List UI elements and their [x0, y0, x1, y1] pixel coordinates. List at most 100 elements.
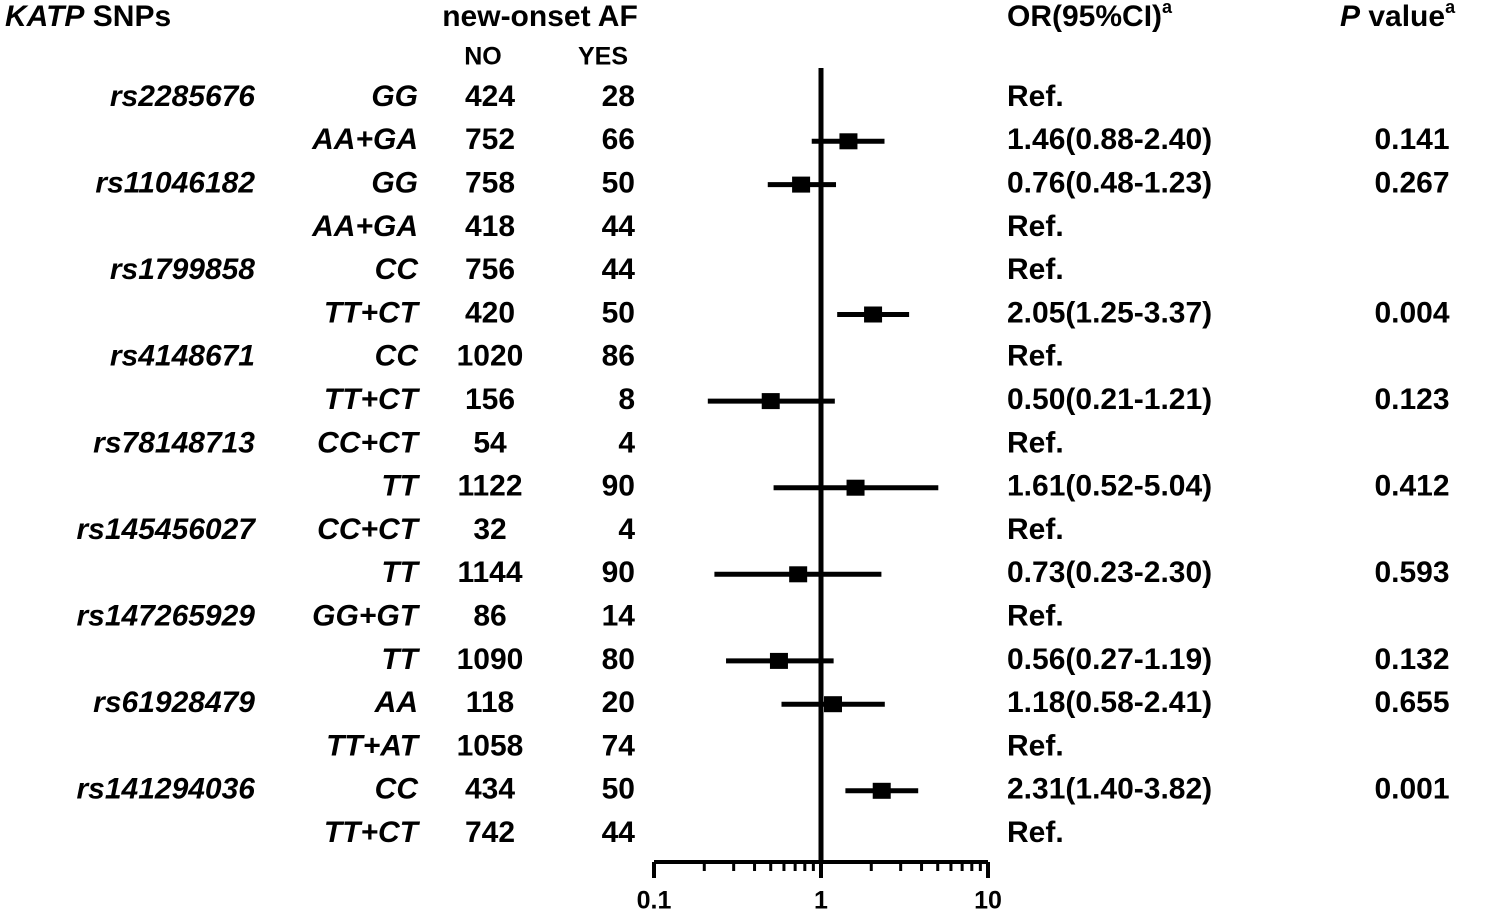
genotype-label: AA	[374, 686, 418, 719]
no-count: 756	[465, 253, 515, 286]
yes-count: 4	[618, 513, 635, 546]
header: KATP SNPs	[5, 0, 171, 33]
genotype-label: CC	[375, 773, 420, 806]
yes-count: 80	[602, 643, 635, 676]
no-count: 758	[465, 167, 515, 200]
genotype-label: TT+CT	[324, 383, 421, 416]
genotype-label: CC+CT	[317, 513, 421, 546]
or-label: Ref.	[1007, 513, 1064, 546]
yes-count: 44	[602, 816, 636, 849]
header: NO	[464, 43, 502, 71]
no-count: 1144	[457, 556, 522, 589]
or-label: Ref.	[1007, 426, 1064, 459]
or-marker	[864, 306, 883, 323]
p-value: 0.141	[1374, 123, 1449, 156]
header: OR(95%CI)a	[1007, 0, 1173, 33]
yes-count: 90	[602, 556, 635, 589]
p-value: 0.593	[1374, 556, 1449, 589]
or-marker	[792, 176, 811, 193]
no-count: 86	[473, 600, 506, 633]
snp-label: rs2285676	[110, 80, 255, 113]
genotype-label: AA+GA	[311, 210, 418, 243]
genotype-label: TT	[381, 556, 420, 589]
no-count: 424	[465, 80, 515, 113]
or-marker	[789, 566, 808, 583]
or-label: 0.56(0.27-1.19)	[1007, 643, 1212, 676]
yes-count: 66	[602, 123, 635, 156]
genotype-label: TT	[381, 643, 420, 676]
or-label: Ref.	[1007, 340, 1064, 373]
yes-count: 14	[602, 600, 636, 633]
no-count: 1020	[457, 340, 524, 373]
no-count: 418	[465, 210, 515, 243]
snp-label: rs1799858	[110, 253, 255, 286]
no-count: 156	[465, 383, 515, 416]
genotype-label: AA+GA	[311, 123, 418, 156]
no-count: 54	[473, 426, 507, 459]
no-count: 32	[473, 513, 506, 546]
no-count: 434	[465, 773, 515, 806]
genotype-label: CC+CT	[317, 426, 421, 459]
snp-label: rs141294036	[76, 773, 255, 806]
genotype-label: CC	[375, 340, 420, 373]
no-count: 420	[465, 296, 515, 329]
or-label: 0.73(0.23-2.30)	[1007, 556, 1212, 589]
p-value: 0.412	[1374, 470, 1449, 503]
or-marker	[761, 393, 780, 410]
p-value: 0.267	[1374, 167, 1449, 200]
yes-count: 20	[602, 686, 635, 719]
or-marker	[824, 696, 843, 713]
genotype-label: TT+CT	[324, 296, 421, 329]
no-count: 752	[465, 123, 515, 156]
snp-label: rs61928479	[93, 686, 255, 719]
p-value: 0.132	[1374, 643, 1449, 676]
header: P valuea	[1340, 0, 1456, 33]
genotype-label: GG+GT	[312, 600, 421, 633]
yes-count: 50	[602, 167, 635, 200]
no-count: 1090	[457, 643, 524, 676]
or-label: 2.05(1.25-3.37)	[1007, 296, 1212, 329]
yes-count: 44	[602, 253, 636, 286]
x-tick-label: 1	[814, 887, 828, 915]
or-marker	[769, 652, 788, 669]
or-label: 0.50(0.21-1.21)	[1007, 383, 1212, 416]
p-value: 0.001	[1374, 773, 1449, 806]
yes-count: 28	[602, 80, 635, 113]
or-label: 1.61(0.52-5.04)	[1007, 470, 1212, 503]
yes-count: 44	[602, 210, 636, 243]
no-count: 742	[465, 816, 515, 849]
or-label: 0.76(0.48-1.23)	[1007, 167, 1212, 200]
snp-label: rs78148713	[93, 426, 255, 459]
p-value: 0.004	[1374, 296, 1449, 329]
genotype-label: CC	[375, 253, 420, 286]
snp-label: rs4148671	[110, 340, 255, 373]
yes-count: 4	[618, 426, 635, 459]
or-label: Ref.	[1007, 253, 1064, 286]
genotype-label: GG	[371, 167, 418, 200]
no-count: 1058	[457, 729, 524, 762]
yes-count: 50	[602, 296, 635, 329]
yes-count: 50	[602, 773, 635, 806]
or-label: Ref.	[1007, 80, 1064, 113]
or-label: 1.18(0.58-2.41)	[1007, 686, 1212, 719]
genotype-label: TT+AT	[326, 729, 421, 762]
or-marker	[872, 782, 891, 799]
yes-count: 90	[602, 470, 635, 503]
yes-count: 8	[618, 383, 635, 416]
yes-count: 74	[602, 729, 636, 762]
yes-count: 86	[602, 340, 635, 373]
snp-label: rs147265929	[76, 600, 255, 633]
snp-label: rs11046182	[95, 167, 255, 200]
genotype-label: TT	[381, 470, 420, 503]
p-value: 0.655	[1374, 686, 1449, 719]
or-label: Ref.	[1007, 600, 1064, 633]
or-label: Ref.	[1007, 210, 1064, 243]
x-tick-label: 0.1	[637, 887, 672, 915]
or-marker	[839, 133, 858, 150]
genotype-label: TT+CT	[324, 816, 421, 849]
or-marker	[846, 479, 865, 496]
header: YES	[578, 43, 628, 71]
or-label: 1.46(0.88-2.40)	[1007, 123, 1212, 156]
p-value: 0.123	[1374, 383, 1449, 416]
